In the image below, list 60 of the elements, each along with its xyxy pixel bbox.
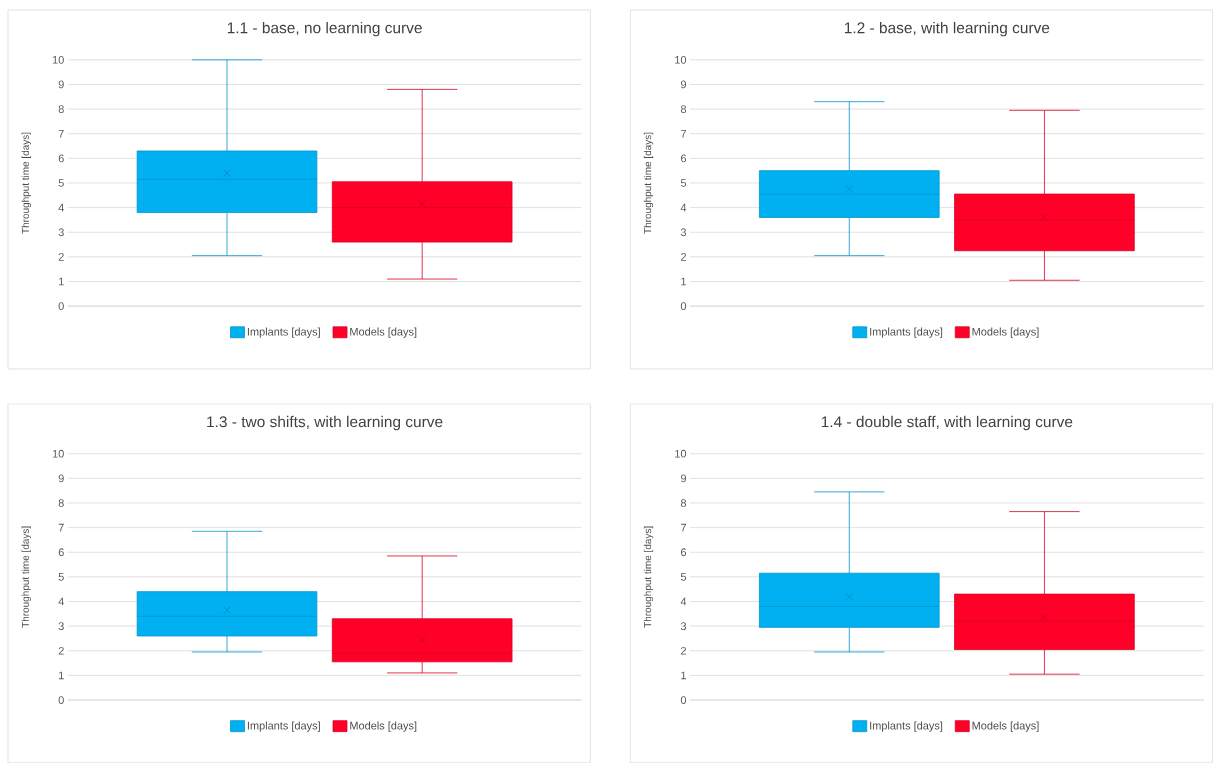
y-tick-label: 3: [680, 622, 687, 630]
y-tick-label: 4: [680, 203, 687, 212]
y-tick-label: 2: [58, 252, 64, 261]
y-tick-label: 7: [58, 129, 64, 138]
y-tick-label: 9: [680, 80, 687, 89]
y-tick-label: 7: [58, 523, 64, 532]
y-tick-label: 3: [58, 622, 64, 630]
y-tick-label: 8: [680, 498, 687, 507]
y-tick-label: 8: [58, 105, 64, 113]
y-tick-label: 2: [680, 646, 686, 655]
legend-label: Models [days]: [350, 721, 417, 732]
y-tick-label: 6: [58, 154, 64, 163]
y-tick-label: 5: [58, 179, 64, 187]
y-tick-label: 3: [58, 228, 64, 236]
y-tick-label: 0: [58, 302, 64, 310]
y-tick-label: 0: [680, 302, 687, 310]
y-tick-label: 6: [681, 548, 687, 556]
y-tick-label: 9: [680, 474, 687, 483]
chart-title: 1.1 - base, no learning curve: [227, 21, 422, 37]
y-tick-label: 5: [680, 572, 687, 581]
y-tick-label: 10: [52, 449, 64, 458]
y-tick-label: 9: [58, 80, 64, 89]
y-axis-title: Throughput time [days]: [643, 132, 654, 234]
y-tick-label: 1: [681, 671, 687, 680]
y-tick-label: 7: [681, 129, 686, 138]
chart-title: 1.2 - base, with learning curve: [844, 21, 1050, 37]
legend-label: Implants [days]: [247, 327, 320, 338]
y-tick-label: 8: [58, 498, 64, 507]
y-tick-label: 8: [680, 105, 687, 113]
legend-label: Implants [days]: [870, 327, 943, 338]
legend-label: Implants [days]: [870, 721, 943, 732]
y-tick-label: 5: [58, 572, 64, 581]
y-tick-label: 0: [680, 696, 687, 704]
y-tick-label: 2: [680, 252, 686, 261]
y-tick-label: 0: [58, 696, 64, 704]
legend-label: Implants [days]: [247, 721, 320, 732]
y-axis-title: Throughput time [days]: [21, 132, 31, 234]
y-tick-label: 10: [675, 55, 687, 64]
y-tick-label: 5: [680, 179, 687, 187]
y-tick-label: 4: [680, 597, 687, 606]
y-axis-title: Throughput time [days]: [21, 526, 31, 628]
y-tick-label: 1: [681, 277, 687, 286]
y-tick-label: 4: [58, 203, 64, 212]
y-tick-label: 7: [681, 523, 686, 532]
legend-label: Models [days]: [972, 721, 1039, 732]
y-tick-label: 4: [58, 597, 64, 606]
y-tick-label: 6: [681, 154, 687, 163]
y-axis-title: Throughput time [days]: [643, 526, 654, 628]
legend-label: Models [days]: [972, 327, 1039, 338]
y-tick-label: 10: [675, 449, 687, 458]
chart-title: 1.4 - double staff, with learning curve: [821, 415, 1073, 431]
legend-label: Models [days]: [350, 327, 417, 338]
y-tick-label: 3: [680, 228, 687, 236]
y-tick-label: 2: [58, 646, 64, 655]
y-tick-label: 6: [58, 548, 64, 556]
chart-title: 1.3 - two shifts, with learning curve: [207, 415, 443, 431]
y-tick-label: 9: [58, 474, 64, 483]
y-tick-label: 1: [59, 671, 64, 680]
y-tick-label: 1: [59, 277, 64, 286]
y-tick-label: 10: [52, 55, 64, 64]
